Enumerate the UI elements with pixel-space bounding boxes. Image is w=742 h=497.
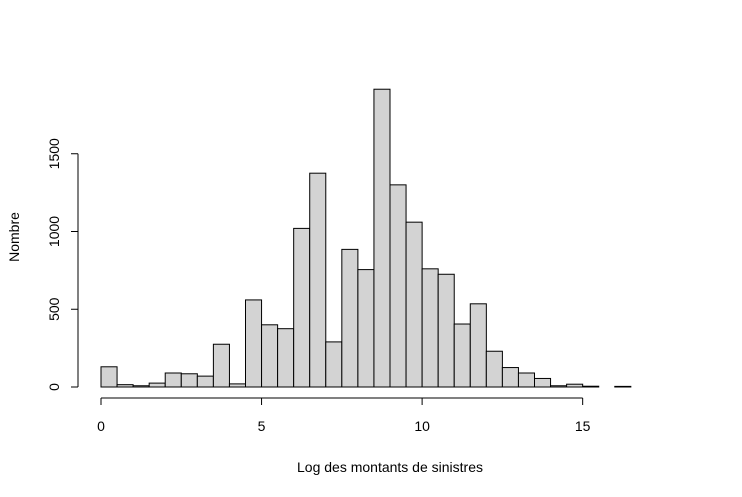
- histogram-bar-12: [293, 227, 311, 388]
- x-tick-label: 15: [575, 418, 591, 434]
- histogram-bar-29: [566, 383, 584, 388]
- y-tick-label: 1000: [46, 216, 62, 247]
- histogram-bar-19: [405, 221, 423, 388]
- histogram-bar-13: [309, 172, 327, 388]
- histogram-bar-0: [100, 366, 118, 388]
- y-axis-title: Nombre: [6, 212, 22, 262]
- histogram-bar-3: [148, 382, 166, 388]
- histogram-bar-22: [453, 323, 471, 388]
- histogram-bar-10: [261, 324, 279, 388]
- histogram-bar-28: [550, 385, 568, 388]
- histogram-bar-15: [341, 248, 359, 388]
- histogram-bar-18: [389, 184, 407, 388]
- histogram-bar-27: [534, 377, 552, 388]
- histogram-bar-5: [180, 373, 198, 388]
- y-axis: 0 500 1000 1500: [46, 138, 79, 391]
- x-tick-label: 5: [258, 418, 266, 434]
- y-tick-label: 0: [46, 383, 62, 391]
- histogram-bar-30: [582, 385, 600, 388]
- histogram-bar-4: [164, 372, 182, 388]
- histogram-bar-11: [277, 328, 295, 388]
- x-tick-label: 0: [97, 418, 105, 434]
- histogram-bar-6: [196, 375, 214, 388]
- x-axis-title: Log des montants de sinistres: [297, 459, 483, 475]
- histogram-bar-32: [614, 385, 632, 388]
- histogram-bar-21: [437, 273, 455, 388]
- histogram-bar-25: [501, 367, 519, 388]
- x-axis: 0 5 10 15: [97, 397, 591, 434]
- y-tick-label: 500: [46, 297, 62, 321]
- histogram-bar-14: [325, 341, 343, 388]
- y-tick-label: 1500: [46, 138, 62, 169]
- x-tick-label: 10: [414, 418, 430, 434]
- histogram-bar-23: [469, 303, 487, 388]
- histogram-bar-9: [245, 299, 263, 388]
- histogram-bar-2: [132, 385, 150, 388]
- histogram-bar-7: [212, 343, 230, 388]
- histogram-bar-26: [517, 372, 536, 388]
- histogram-bar-20: [421, 268, 439, 388]
- histogram-bar-24: [485, 350, 503, 388]
- histogram-bar-8: [228, 383, 247, 388]
- histogram-bars: [100, 88, 632, 388]
- histogram-bar-17: [373, 88, 391, 388]
- histogram-bar-1: [116, 384, 134, 388]
- histogram-bar-16: [357, 269, 375, 388]
